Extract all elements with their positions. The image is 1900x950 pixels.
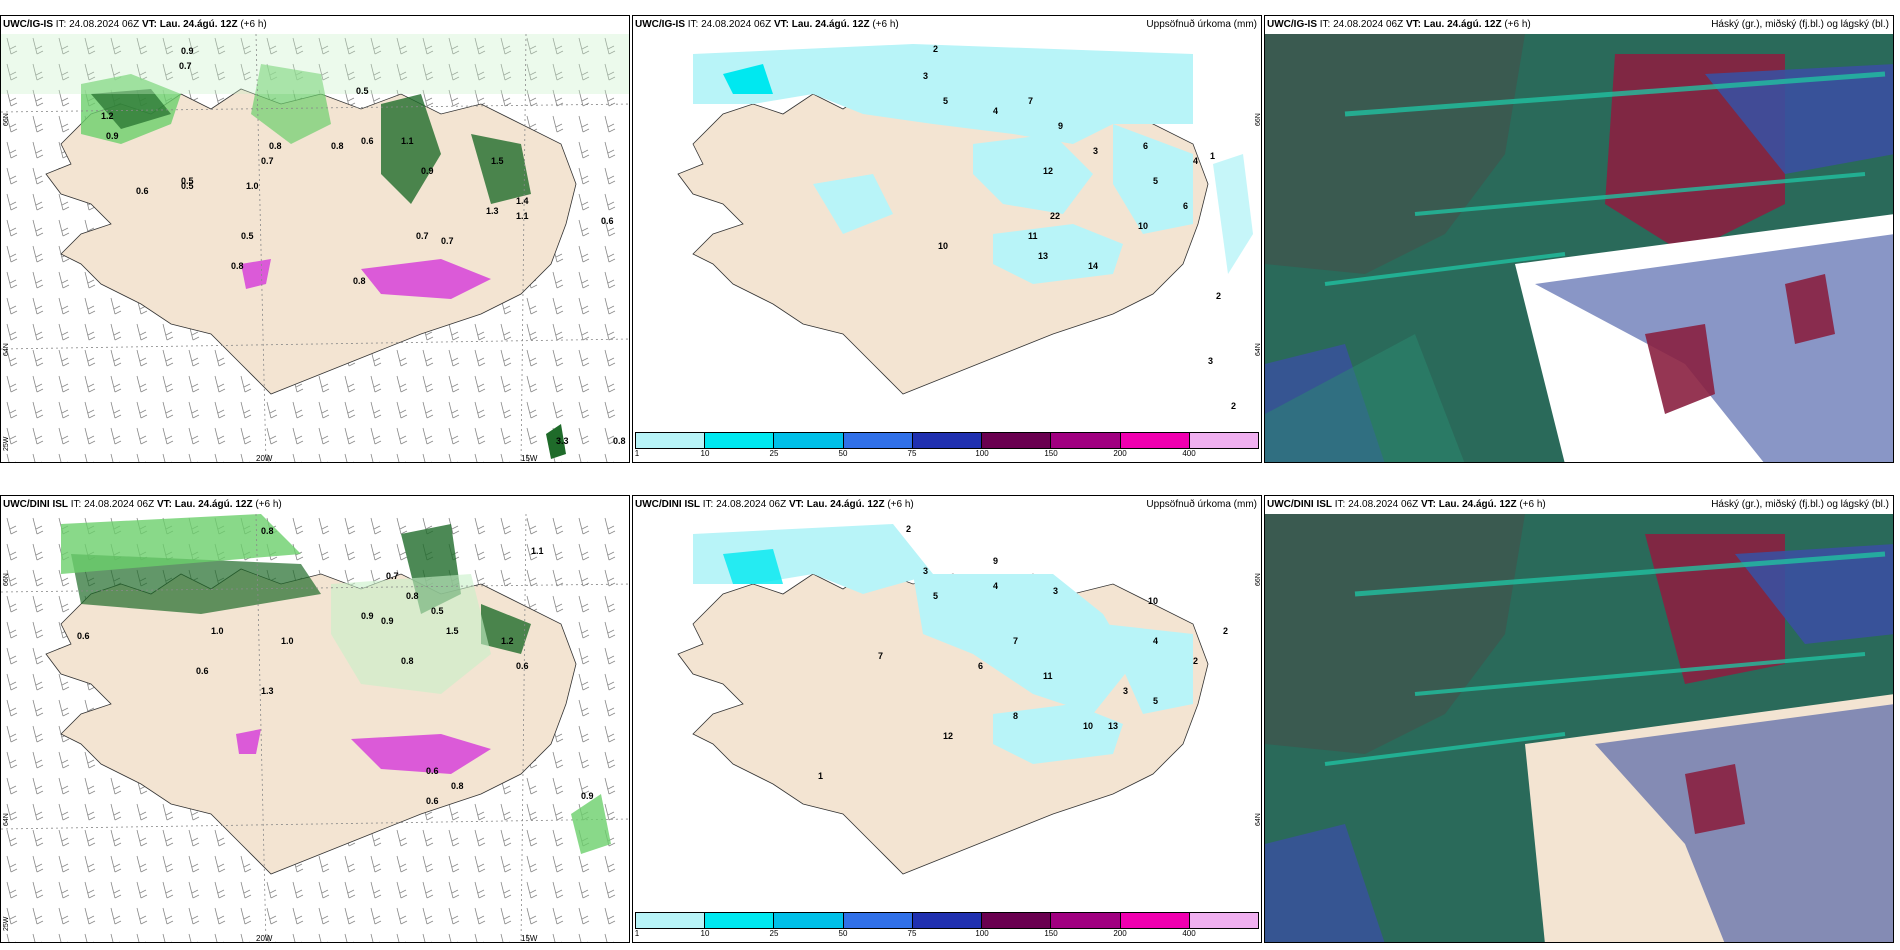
- legend-label: 400: [1182, 449, 1196, 458]
- lon-label: 15W: [521, 454, 538, 463]
- legend-label: 25: [769, 929, 779, 938]
- panel-header: UWC/DINI ISL IT: 24.08.2024 06Z VT: Lau.…: [3, 499, 282, 510]
- legend-label: 1: [634, 449, 640, 458]
- panel-precip-accum-top: UWC/IG-IS IT: 24.08.2024 06Z VT: Lau. 24…: [632, 15, 1262, 463]
- legend-swatch: [843, 913, 913, 928]
- legend-bar: [635, 432, 1259, 449]
- lat-label: 25W: [3, 916, 10, 931]
- legend-label: 75: [907, 449, 917, 458]
- legend-label: 100: [975, 449, 989, 458]
- clouds-map: [1265, 34, 1893, 462]
- legend-swatch: [1051, 433, 1121, 448]
- panel-wind-precip-top: UWC/IG-IS IT: 24.08.2024 06Z VT: Lau. 24…: [0, 15, 630, 463]
- legend-label: 75: [907, 929, 917, 938]
- panel-header: UWC/IG-IS IT: 24.08.2024 06Z VT: Lau. 24…: [3, 19, 267, 30]
- panel-clouds-top: UWC/IG-IS IT: 24.08.2024 06Z VT: Lau. 24…: [1264, 15, 1894, 463]
- legend-swatch: [774, 913, 844, 928]
- panel-header: UWC/DINI ISL IT: 24.08.2024 06Z VT: Lau.…: [635, 499, 914, 510]
- panel-clouds-bottom: UWC/DINI ISL IT: 24.08.2024 06Z VT: Lau.…: [1264, 495, 1894, 943]
- legend-bar: [635, 912, 1259, 929]
- legend-label: 25: [769, 449, 779, 458]
- lat-label: 66N: [3, 573, 10, 586]
- lat-label: 64N: [1255, 813, 1262, 826]
- precip-accum-map: [677, 44, 1253, 395]
- legend-label: 200: [1113, 449, 1127, 458]
- legend-labels: 1 10 25 50 75 100 150 200 400: [635, 449, 1259, 460]
- lon-label: 20W: [256, 934, 273, 943]
- legend-swatch: [982, 913, 1052, 928]
- legend-swatch: [1120, 913, 1190, 928]
- panel-right-title: Uppsöfnuð úrkoma (mm): [1146, 19, 1257, 30]
- clouds-map: [1265, 514, 1893, 942]
- legend-label: 200: [1113, 929, 1127, 938]
- legend-labels: 1 10 25 50 75 100 150 200 400: [635, 929, 1259, 940]
- panel-right-title: Háský (gr.), miðský (fj.bl.) og lágský (…: [1711, 499, 1889, 510]
- legend-swatch: [912, 433, 983, 448]
- legend-label: 1: [634, 929, 640, 938]
- lat-label: 66N: [3, 113, 10, 126]
- legend-swatch: [1189, 913, 1258, 928]
- lon-label: 15W: [521, 934, 538, 943]
- panel-header: UWC/IG-IS IT: 24.08.2024 06Z VT: Lau. 24…: [1267, 19, 1531, 30]
- lat-label: 25W: [3, 436, 10, 451]
- legend-label: 10: [700, 449, 710, 458]
- legend-label: 150: [1044, 929, 1058, 938]
- wind-precip-map: [1, 34, 629, 462]
- legend-swatch: [705, 913, 775, 928]
- panel-precip-accum-bottom: UWC/DINI ISL IT: 24.08.2024 06Z VT: Lau.…: [632, 495, 1262, 943]
- legend-swatch: [636, 913, 706, 928]
- legend-swatch: [1051, 913, 1121, 928]
- panel-wind-precip-bottom: UWC/DINI ISL IT: 24.08.2024 06Z VT: Lau.…: [0, 495, 630, 943]
- legend-swatch: [843, 433, 913, 448]
- panel-header: UWC/IG-IS IT: 24.08.2024 06Z VT: Lau. 24…: [635, 19, 899, 30]
- legend-label: 100: [975, 929, 989, 938]
- legend-swatch: [1189, 433, 1258, 448]
- wind-precip-map: [1, 514, 629, 942]
- precip-accum-map: [677, 524, 1209, 875]
- lat-label: 64N: [3, 813, 10, 826]
- precip-legend: 1 10 25 50 75 100 150 200 400: [635, 432, 1259, 460]
- panel-header: UWC/DINI ISL IT: 24.08.2024 06Z VT: Lau.…: [1267, 499, 1546, 510]
- lat-label: 64N: [3, 343, 10, 356]
- lat-label: 66N: [1255, 113, 1262, 126]
- legend-label: 400: [1182, 929, 1196, 938]
- legend-swatch: [912, 913, 983, 928]
- lat-label: 66N: [1255, 573, 1262, 586]
- legend-label: 50: [838, 449, 848, 458]
- panel-right-title: Háský (gr.), miðský (fj.bl.) og lágský (…: [1711, 19, 1889, 30]
- legend-swatch: [636, 433, 706, 448]
- legend-swatch: [705, 433, 775, 448]
- lon-label: 20W: [256, 454, 273, 463]
- lat-label: 64N: [1255, 343, 1262, 356]
- precip-legend: 1 10 25 50 75 100 150 200 400: [635, 912, 1259, 940]
- legend-label: 50: [838, 929, 848, 938]
- legend-swatch: [982, 433, 1052, 448]
- legend-label: 150: [1044, 449, 1058, 458]
- legend-swatch: [774, 433, 844, 448]
- iceland-land: [45, 88, 577, 395]
- legend-swatch: [1120, 433, 1190, 448]
- panel-right-title: Uppsöfnuð úrkoma (mm): [1146, 499, 1257, 510]
- legend-label: 10: [700, 929, 710, 938]
